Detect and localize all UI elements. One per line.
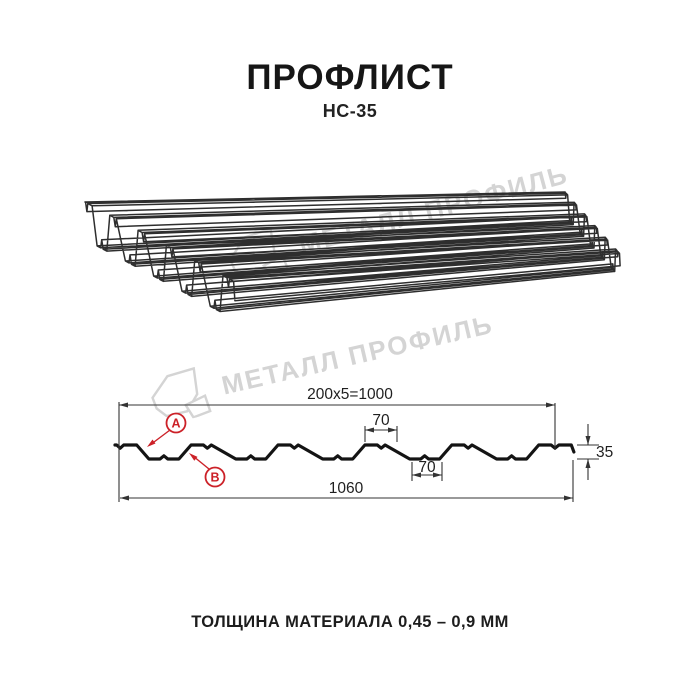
label-b-text: B xyxy=(210,471,219,485)
watermark-metal-profil: МЕТАЛЛ ПРОФИЛЬ xyxy=(142,299,498,427)
sheet-3d-wireframe xyxy=(84,191,621,313)
arrow-icon xyxy=(585,459,591,468)
extension-line xyxy=(364,426,398,442)
extension-line xyxy=(411,462,443,481)
arrow-icon xyxy=(585,436,591,445)
profile-model-name: НС-35 xyxy=(322,101,378,121)
page-title: ПРОФЛИСТ xyxy=(246,58,454,97)
label-a-text: A xyxy=(171,417,180,431)
arrow-icon xyxy=(412,472,421,478)
dim-height-label: 35 xyxy=(596,444,613,461)
dim-flange-top-label: 70 xyxy=(372,412,390,429)
arrow-icon xyxy=(433,472,442,478)
material-thickness-caption: ТОЛЩИНА МАТЕРИАЛА 0,45 – 0,9 ММ xyxy=(191,613,509,631)
dimension-arrowheads xyxy=(119,402,591,501)
arrow-icon xyxy=(388,427,397,433)
arrow-icon xyxy=(119,402,128,408)
arrow-icon xyxy=(147,439,156,447)
arrow-icon xyxy=(120,495,129,501)
arrow-icon xyxy=(189,453,198,461)
label-b-marker: B xyxy=(189,453,226,488)
arrow-icon xyxy=(564,495,573,501)
arrow-icon xyxy=(546,402,555,408)
arrow-icon xyxy=(365,427,374,433)
metal-profil-logo-icon xyxy=(151,366,212,419)
dim-pitch-total-label: 200x5=1000 xyxy=(307,386,393,403)
label-a-marker: A xyxy=(147,412,187,447)
label-b-circle xyxy=(204,466,226,488)
profile-cross-section xyxy=(113,443,576,461)
label-a-circle xyxy=(165,412,187,434)
dim-overall-label: 1060 xyxy=(329,480,364,497)
dim-flange-bottom-label: 70 xyxy=(418,459,436,476)
